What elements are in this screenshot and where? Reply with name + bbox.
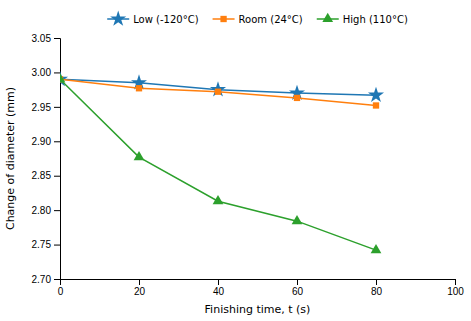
line [60,79,376,105]
y-tick-mark [54,279,60,280]
x-tick-label: 0 [58,286,64,297]
y-tick: 2.80 [32,205,60,216]
point [373,102,379,108]
x-tick-label: 60 [292,286,304,297]
y-tick: 2.90 [32,136,60,147]
x-tick-mark [218,279,219,285]
y-tick-mark [54,107,60,108]
y-tick-label: 3.00 [32,67,52,78]
x-tick: 60 [292,279,304,297]
legend-label: High (110°C) [343,14,408,25]
y-tick: 2.75 [32,239,60,250]
marks [60,71,384,253]
legend-label: Room (24°C) [239,14,303,25]
y-tick: 3.05 [32,33,60,44]
y-tick: 2.95 [32,102,60,113]
plot: 0 20 40 60 80 100 2.70 2.75 2.80 2.85 2.90 2.95 3.00… [32,33,465,297]
y-axis-line [54,39,61,280]
x-axis: 0 20 40 60 80 100 [58,279,465,297]
y-tick-label: 2.90 [32,136,52,147]
y-tick: 2.85 [32,170,60,181]
y-tick-label: 2.70 [32,274,52,285]
point [134,151,145,160]
x-tick: 40 [213,279,225,297]
y-tick-mark [54,210,60,211]
point [371,244,382,253]
point [136,85,142,91]
y-tick: 2.70 [32,274,60,285]
x-tick: 0 [58,279,64,297]
legend-item: Low (-120°C) [107,11,198,26]
x-axis-title: Finishing time, t (s) [205,303,311,316]
legend-symbol [220,16,226,22]
legend-symbol [110,11,126,26]
x-tick-mark [376,279,377,285]
x-tick: 80 [371,279,383,297]
y-tick-label: 2.95 [32,102,52,113]
x-tick-label: 80 [371,286,383,297]
legend-label: Low (-120°C) [133,14,198,25]
x-tick-label: 100 [447,286,464,297]
y-tick-mark [54,72,60,73]
y-tick-label: 2.80 [32,205,52,216]
y-tick-mark [54,245,60,246]
y-tick: 3.00 [32,67,60,78]
x-tick-label: 20 [134,286,146,297]
legend-symbol [322,13,333,22]
legend: Low (-120°C) Room (24°C) High (110°C) [107,11,408,26]
point [368,87,384,102]
y-tick-mark [54,38,60,39]
y-tick-mark [54,176,60,177]
x-tick-label: 40 [213,286,225,297]
y-tick-label: 2.85 [32,170,52,181]
point [60,73,65,82]
x-tick: 20 [134,279,146,297]
legend-item: High (110°C) [317,13,408,25]
x-tick-mark [297,279,298,285]
point [292,215,303,224]
y-tick-mark [54,141,60,142]
y-axis-title: Change of diameter (mm) [4,87,17,230]
x-tick: 100 [447,279,464,297]
point [294,95,300,101]
legend-item: Room (24°C) [213,14,303,25]
y-tick-label: 3.05 [32,33,52,44]
point [213,195,224,204]
x-tick-mark [139,279,140,285]
y-tick-label: 2.75 [32,239,52,250]
chart: 0 20 40 60 80 100 2.70 2.75 2.80 2.85 2.90 2.95 3.00… [0,0,471,321]
x-axis-line [61,280,456,286]
point [210,81,226,96]
x-tick-mark [455,279,456,285]
line [60,79,376,250]
point [215,89,221,95]
y-axis: 2.70 2.75 2.80 2.85 2.90 2.95 3.00 3.05 [32,33,61,285]
